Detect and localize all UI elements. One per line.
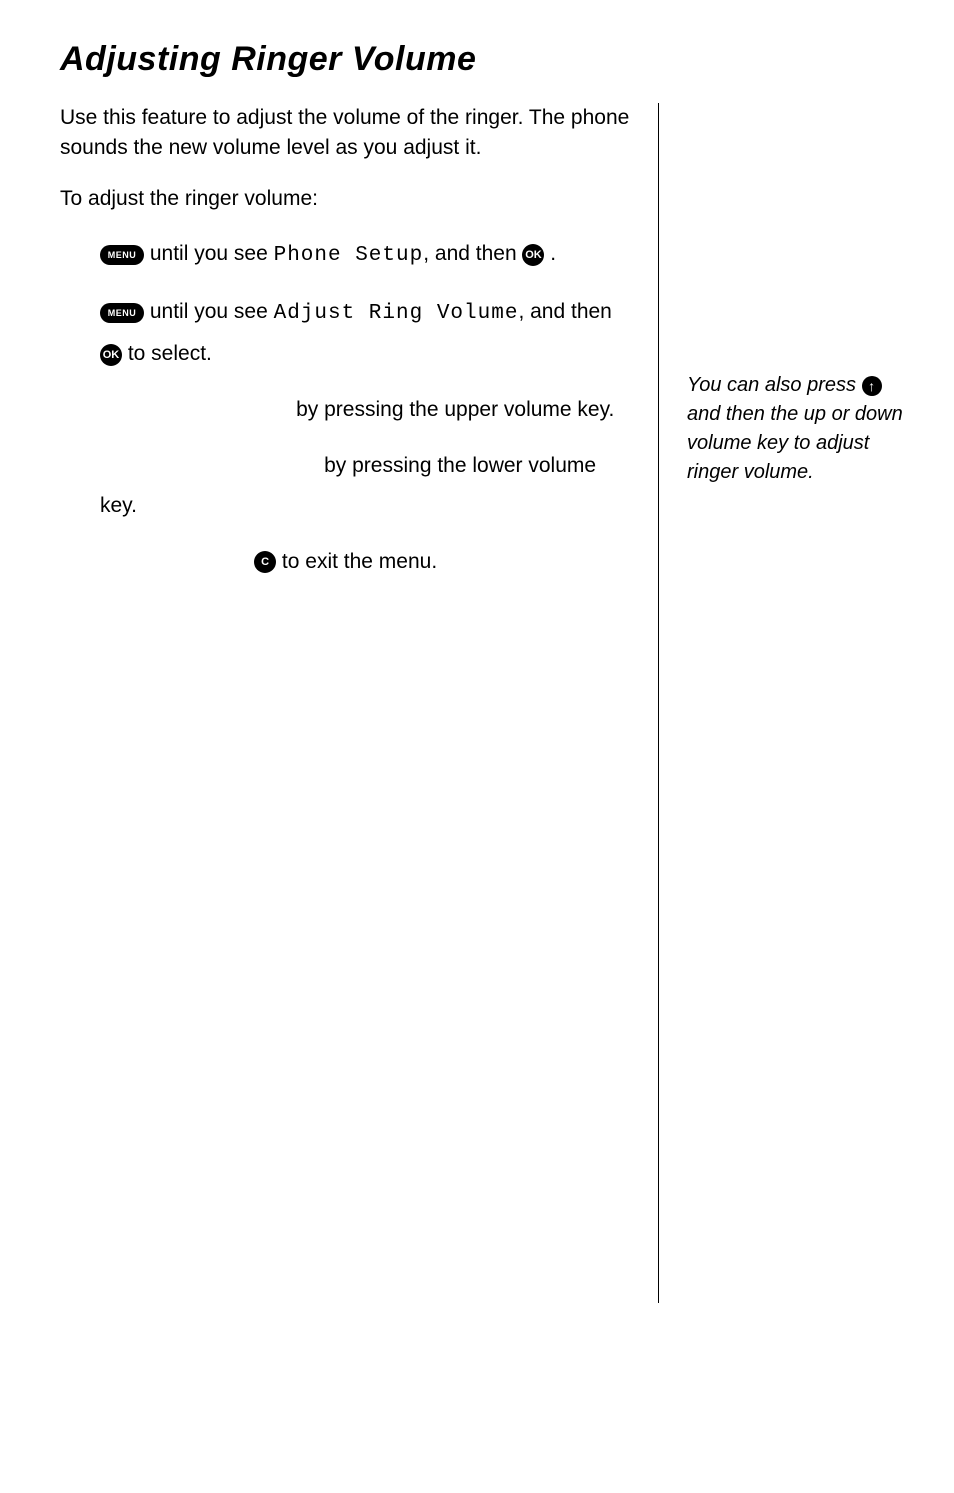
step-3-text: by pressing the upper volume key.	[296, 398, 614, 421]
page-title: Adjusting Ringer Volume	[60, 40, 904, 79]
sidenote-text-a: You can also press	[687, 374, 862, 396]
lead-paragraph: To adjust the ringer volume:	[60, 184, 630, 214]
ok-icon: OK	[522, 244, 544, 266]
page: Adjusting Ringer Volume Use this feature…	[0, 0, 954, 1343]
lcd-phone-setup: Phone Setup	[274, 244, 424, 267]
intro-paragraph: Use this feature to adjust the volume of…	[60, 103, 630, 164]
step-5: XXXXXXXXXXXC to exit the menu.	[60, 542, 630, 582]
sidenote: You can also press ↑ and then the up or …	[687, 371, 904, 487]
step-3: XXXXXXXXXXXXXXby pressing the upper volu…	[60, 390, 630, 430]
step-1: MENU until you see Phone Setup, and then…	[60, 234, 630, 276]
main-column: Use this feature to adjust the volume of…	[60, 103, 658, 1303]
step-1-text-a: until you see	[144, 242, 274, 265]
lcd-adjust-ring: Adjust Ring Volume	[274, 302, 519, 325]
step-2-text-c: to select.	[122, 342, 212, 365]
step-4-text: by pressing the lower volume key.	[100, 454, 596, 517]
step-4: XXXXXXXXXXXXXXXXby pressing the lower vo…	[60, 446, 630, 526]
up-arrow-icon: ↑	[862, 376, 882, 396]
side-column: You can also press ↑ and then the up or …	[658, 103, 904, 1303]
step-2: MENU until you see Adjust Ring Volume, a…	[60, 292, 630, 374]
menu-icon: MENU	[100, 245, 144, 265]
step-1-text-c: .	[544, 242, 556, 265]
content-row: Use this feature to adjust the volume of…	[60, 103, 904, 1303]
ok-icon: OK	[100, 344, 122, 366]
c-icon: C	[254, 551, 276, 573]
menu-icon: MENU	[100, 303, 144, 323]
step-2-text-b: , and then	[518, 300, 611, 323]
sidenote-text-b: and then the up or down volume key to ad…	[687, 403, 903, 483]
step-5-text: to exit the menu.	[276, 550, 437, 573]
step-1-text-b: , and then	[423, 242, 522, 265]
step-2-text-a: until you see	[144, 300, 274, 323]
